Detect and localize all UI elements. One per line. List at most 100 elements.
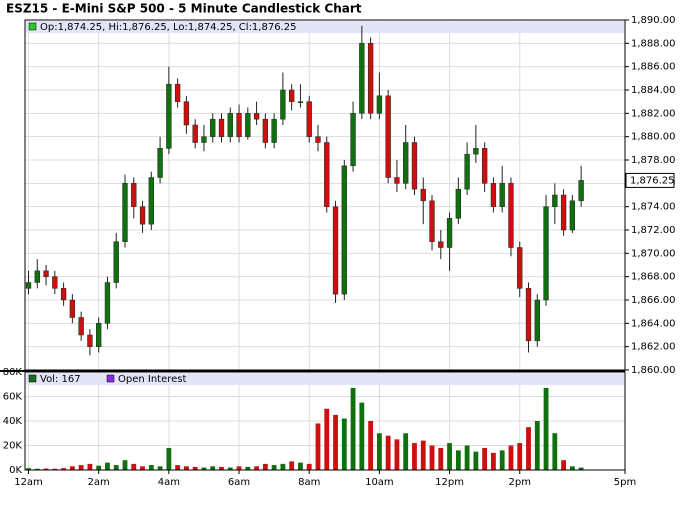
volume-bar	[447, 443, 452, 470]
candle-body	[183, 101, 190, 126]
candle-body	[131, 183, 137, 207]
candle-body	[560, 194, 567, 231]
volume-bar	[113, 465, 119, 470]
candle-body	[324, 142, 330, 207]
volume-bar	[552, 433, 558, 470]
volume-bar	[438, 447, 444, 470]
y-tick-label: 1,882.00	[631, 108, 676, 119]
y-tick-label: 1,872.00	[631, 225, 676, 236]
candle-body	[157, 148, 163, 178]
candle-body	[552, 194, 558, 207]
volume-bar	[403, 433, 409, 470]
x-tick-label: 5pm	[614, 477, 636, 488]
candle-body	[236, 113, 242, 137]
candle-body	[218, 118, 225, 137]
volume-bar	[350, 387, 356, 470]
candle-body	[464, 153, 470, 190]
candle-body	[534, 299, 540, 342]
volume-bar	[543, 387, 549, 470]
volume-bar	[280, 463, 286, 470]
legend-swatch	[28, 22, 37, 31]
candle-body	[201, 136, 207, 143]
volume-bar	[412, 443, 417, 470]
volume-bar	[508, 445, 514, 470]
x-tick-label: 4am	[158, 477, 180, 488]
legend-band	[26, 373, 624, 385]
x-tick-label: 10am	[365, 477, 394, 488]
volume-bar	[69, 466, 75, 470]
candle-body	[367, 43, 374, 114]
candle-body	[332, 206, 339, 295]
candle-body	[403, 142, 409, 184]
volume-bar	[464, 445, 470, 470]
candle-body	[34, 270, 40, 283]
volume-tick-label: 80K	[3, 367, 23, 378]
x-tick-label: 2am	[88, 477, 110, 488]
y-tick-label: 1,884.00	[631, 85, 676, 96]
volume-bar	[333, 414, 338, 470]
volume-bar	[569, 466, 575, 470]
candle-body	[52, 276, 58, 289]
candle-body	[490, 183, 497, 207]
volume-bar	[499, 450, 505, 470]
candle-body	[315, 136, 321, 143]
candle-body	[262, 118, 269, 143]
volume-bar	[26, 468, 31, 470]
volume-bar	[183, 466, 189, 470]
volume-tick-label: 60K	[3, 392, 23, 403]
volume-bar	[420, 440, 426, 470]
candle-body	[87, 334, 93, 347]
x-tick-label: 2pm	[509, 477, 531, 488]
volume-bar	[140, 466, 145, 470]
candle-body	[481, 148, 488, 184]
volume-bar	[341, 418, 347, 470]
candle-body	[543, 206, 549, 301]
volume-bar	[219, 466, 224, 470]
volume-bar	[227, 467, 233, 470]
volume-bar	[526, 427, 531, 470]
volume-bar	[271, 465, 277, 470]
y-tick-label: 1,888.00	[631, 38, 676, 49]
x-tick-label: 12am	[14, 477, 43, 488]
volume-bar	[43, 468, 49, 470]
candle-body	[341, 165, 347, 295]
legend-swatch	[106, 374, 115, 383]
candle-body	[394, 177, 400, 184]
candle-body	[438, 241, 444, 248]
legend-text: Open Interest	[118, 374, 187, 385]
volume-bar	[157, 466, 163, 470]
volume-bar	[166, 447, 172, 470]
candle-body	[517, 247, 523, 289]
volume-bar	[61, 468, 67, 470]
volume-bar	[96, 465, 102, 470]
volume-bar	[482, 447, 488, 470]
volume-bar	[289, 461, 295, 470]
volume-bar	[359, 402, 365, 470]
candle-body	[429, 200, 435, 242]
y-tick-label: 1,886.00	[631, 62, 676, 73]
volume-bar	[578, 467, 584, 470]
candle-body	[245, 113, 251, 137]
candle-body	[499, 183, 505, 207]
y-tick-label: 1,862.00	[631, 342, 676, 353]
legend-band	[26, 21, 624, 33]
volume-bar	[376, 433, 382, 470]
volume-bar	[491, 452, 496, 470]
candle-body	[385, 95, 391, 178]
candle-body	[122, 183, 128, 242]
volume-bar	[122, 460, 128, 470]
volume-bar	[262, 463, 268, 470]
candle-body	[78, 317, 84, 336]
candle-body	[359, 43, 365, 114]
volume-bar	[105, 462, 110, 470]
candle-body	[69, 299, 76, 318]
candle-body	[271, 118, 277, 143]
volume-bar	[201, 467, 207, 470]
candle-body	[525, 288, 532, 342]
volume-bar	[245, 466, 251, 470]
x-tick-label: 6am	[228, 477, 250, 488]
volume-tick-label: 0K	[9, 465, 22, 476]
legend-swatch	[28, 374, 37, 383]
